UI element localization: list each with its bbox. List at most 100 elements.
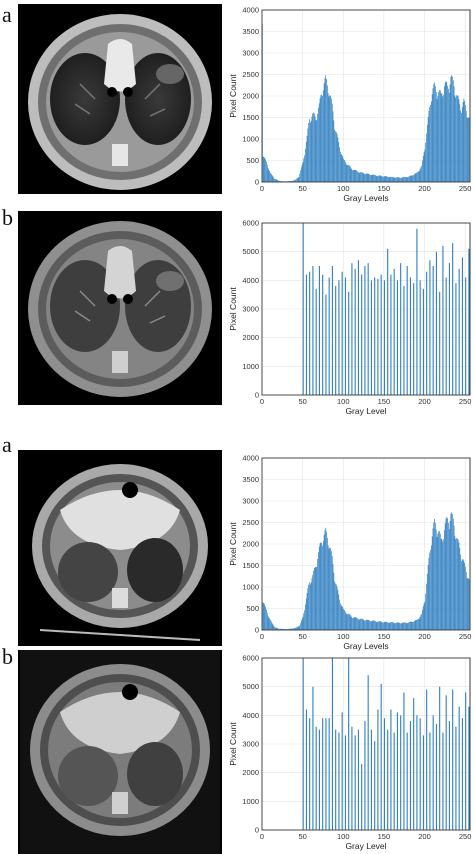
histogram-bar	[466, 117, 468, 182]
plot-frame	[261, 657, 471, 831]
histogram-bar	[366, 173, 368, 182]
histogram-bar	[396, 712, 398, 830]
x-tick-label: 100	[337, 397, 350, 406]
histogram-bar	[350, 167, 352, 182]
histogram-bar	[347, 164, 349, 182]
histogram-bar	[266, 609, 267, 630]
histogram-bar	[369, 620, 370, 630]
histogram-bar	[350, 615, 352, 630]
histogram-bar	[467, 578, 469, 630]
histogram-bar	[396, 280, 398, 395]
histogram-bar	[335, 286, 337, 395]
histogram-bar	[465, 110, 467, 182]
histogram-bar	[281, 628, 283, 630]
histogram-bar	[369, 174, 370, 182]
histogram-bar	[283, 628, 284, 630]
histogram-bar	[450, 76, 452, 182]
histogram-bar	[385, 621, 387, 630]
histogram-bar	[334, 581, 336, 630]
histogram-bar	[326, 531, 327, 630]
histogram-bar	[433, 84, 435, 182]
histogram-bar	[370, 729, 372, 830]
histogram-bar	[331, 266, 333, 395]
histogram-bar	[455, 726, 457, 830]
histogram-bar	[342, 156, 344, 182]
histogram-bar	[304, 155, 305, 182]
histogram-bar	[437, 96, 439, 182]
ct-scan-image	[18, 450, 222, 646]
histogram-bar	[315, 288, 317, 395]
histogram-bar	[308, 584, 310, 630]
histogram-bar	[413, 698, 415, 830]
histogram-bar	[364, 266, 366, 395]
histogram-bar	[353, 169, 355, 182]
histogram-bar	[435, 86, 436, 182]
histogram-bar	[305, 598, 307, 630]
histogram-bar	[386, 621, 388, 630]
panel-letter: b	[2, 205, 13, 230]
histogram-bar	[278, 180, 279, 182]
histogram-bar	[325, 718, 327, 830]
histogram-bar	[279, 180, 280, 182]
histogram-bar	[312, 575, 314, 630]
histogram-bar	[435, 92, 437, 182]
histogram-bar	[309, 718, 311, 830]
histogram-bar	[435, 523, 436, 630]
histogram-bar	[383, 176, 385, 182]
histogram-bar	[461, 257, 463, 395]
histogram-bar	[419, 616, 421, 630]
histogram-bar	[387, 176, 388, 182]
histogram-bar	[445, 518, 447, 630]
histogram-bar	[457, 95, 458, 182]
histogram-bar	[387, 248, 389, 395]
histogram-bar	[324, 78, 326, 182]
histogram-bar	[323, 534, 325, 630]
histogram-bar	[432, 88, 434, 182]
histogram-bar	[455, 539, 457, 630]
histogram-bar	[441, 539, 443, 630]
histogram-bar	[422, 288, 424, 395]
histogram-bar	[374, 620, 375, 630]
histogram-bar	[400, 177, 401, 182]
histogram-bar	[450, 513, 452, 630]
histogram-bar	[320, 542, 322, 630]
histogram-bar	[432, 266, 434, 395]
histogram-bar	[380, 683, 382, 830]
histogram-bar	[353, 170, 354, 182]
histogram-bar	[465, 566, 466, 630]
histogram-bar	[457, 96, 459, 182]
histogram-bar	[349, 614, 351, 630]
histogram-bar	[360, 172, 362, 182]
histogram-bar	[407, 177, 409, 182]
histogram-bar	[342, 607, 344, 630]
histogram-bar	[399, 177, 401, 182]
histogram-bar	[357, 171, 358, 182]
histogram-bar	[412, 175, 414, 182]
histogram-bar	[358, 172, 360, 182]
histogram-bar	[427, 564, 429, 630]
plot-frame	[261, 9, 471, 183]
histogram-bar	[437, 533, 439, 630]
histogram-bar	[305, 604, 306, 630]
y-tick-label: 6000	[242, 654, 259, 663]
histogram-bar	[366, 619, 368, 630]
panel-letter: b	[2, 644, 13, 669]
histogram-bar	[365, 620, 366, 630]
histogram-bar	[338, 732, 340, 830]
histogram-bar	[346, 614, 348, 630]
histogram-bar	[390, 709, 392, 830]
histogram-bar	[455, 283, 457, 395]
histogram-bar	[411, 175, 413, 182]
histogram-bar	[263, 156, 265, 182]
histogram-bar	[403, 692, 405, 830]
y-tick-label: 1500	[242, 113, 259, 122]
histogram-bar	[302, 616, 304, 630]
histogram-bar	[318, 546, 320, 630]
histogram-bar	[462, 102, 464, 182]
histogram-bar	[449, 84, 451, 182]
y-tick-label: 2000	[242, 333, 259, 342]
histogram-bar	[380, 274, 382, 395]
histogram-bar	[406, 177, 408, 182]
histogram-bar	[313, 570, 314, 630]
histogram-bar	[424, 601, 426, 630]
